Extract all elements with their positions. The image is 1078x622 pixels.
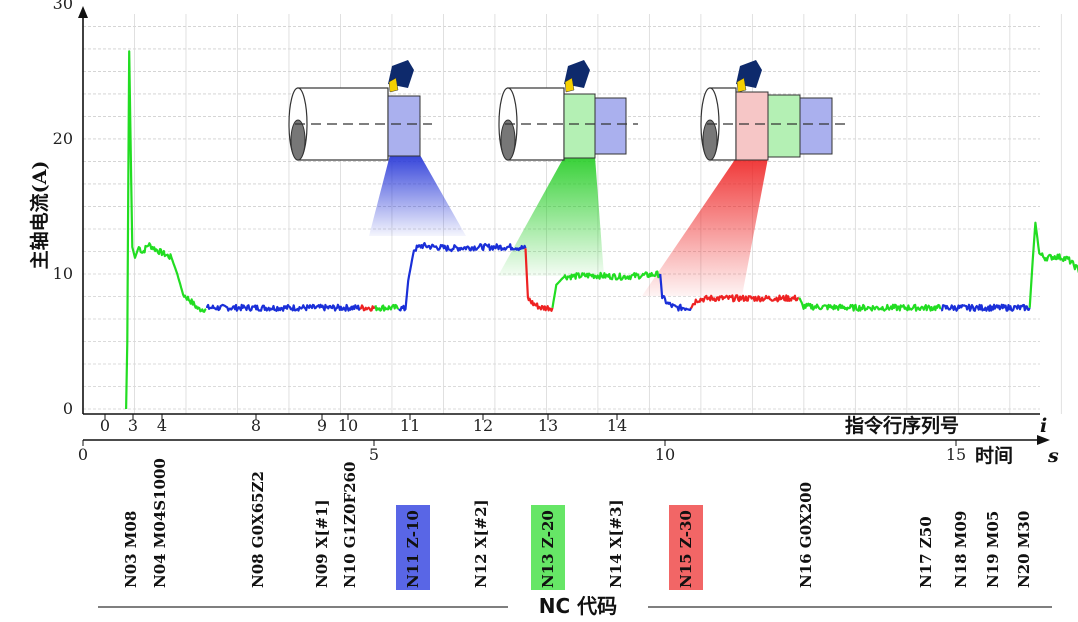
instruction-tick-label: 4 [157, 416, 167, 435]
current-series-segment [205, 303, 362, 312]
y-axis-arrow [78, 6, 88, 18]
current-series-segment [798, 297, 942, 312]
nc-highlight [396, 505, 430, 590]
current-series-segment [397, 242, 527, 312]
nc-code-item: N03 M08 [122, 511, 140, 588]
instruction-tick-label: 8 [251, 416, 261, 435]
nc-code-item: N19 M05 [984, 511, 1002, 588]
time-ticks: 0 5 10 15 [78, 440, 966, 464]
nc-code-item: N17 Z50 [917, 516, 935, 588]
nc-code-item: N20 M30 [1015, 511, 1033, 588]
current-series-segment [1028, 221, 1078, 308]
instruction-axis-label: 指令行序列号 [845, 414, 959, 437]
nc-highlight [531, 505, 565, 590]
instruction-tick-label: 0 [100, 416, 110, 435]
current-series-segment [359, 304, 376, 312]
time-axis-arrow [1037, 435, 1050, 445]
instruction-ticks: 0 3 4 8 9 10 11 12 13 14 [100, 414, 627, 435]
current-series-segment [690, 294, 799, 309]
instruction-tick-label: 9 [317, 416, 327, 435]
time-axis-symbol: s [1047, 445, 1059, 467]
current-series-segment [940, 303, 1031, 312]
nc-code-item: N08 G0X65Z2 [249, 471, 267, 588]
current-series-segment [659, 273, 693, 312]
nc-code-item: N14 X[#3] [607, 499, 625, 588]
current-series-segment [374, 303, 400, 312]
time-tick-label: 0 [78, 445, 88, 464]
workpiece-inset-z20 [498, 60, 638, 161]
beam-z20 [498, 157, 604, 276]
current-series [125, 50, 1078, 410]
nc-code-item: N16 G0X200 [797, 482, 815, 588]
instruction-tick-label: 10 [338, 416, 358, 435]
current-series-segment [524, 248, 554, 312]
y-ticks: 0 10 20 30 [53, 0, 73, 418]
instruction-tick-label: 12 [473, 416, 493, 435]
beam-z10 [369, 155, 466, 236]
nc-code-item: N04 M04S1000 [151, 458, 169, 588]
y-tick-label: 0 [63, 399, 73, 418]
current-series-segment [125, 50, 207, 410]
workpiece-inset-z30 [700, 60, 846, 161]
instruction-tick-label: 13 [538, 416, 558, 435]
nc-code-item: N15 Z-30 [677, 510, 695, 588]
time-axis-label: 时间 [975, 445, 1013, 467]
y-tick-label: 20 [53, 129, 73, 148]
nc-code-item: N12 X[#2] [472, 499, 490, 588]
y-tick-label: 30 [53, 0, 73, 13]
nc-code-item: N13 Z-20 [539, 510, 557, 588]
time-tick-label: 15 [946, 445, 966, 464]
nc-code-item: N11 Z-10 [404, 510, 422, 588]
instruction-axis-symbol: i [1040, 415, 1047, 437]
nc-highlight [669, 505, 703, 590]
time-tick-label: 10 [655, 445, 675, 464]
nc-code-list: N03 M08 N04 M04S1000 N08 G0X65Z2 N09 X[#1] N… [122, 458, 1033, 590]
beam-z30 [642, 158, 768, 296]
instruction-tick-label: 11 [400, 416, 420, 435]
instruction-tick-label: 3 [128, 416, 138, 435]
current-series-segment [551, 270, 662, 308]
nc-code-item: N18 M09 [952, 511, 970, 588]
workpiece-inset-z10 [288, 60, 432, 161]
instruction-tick-label: 14 [607, 416, 627, 435]
nc-code-item: N10 G1Z0F260 [341, 462, 359, 588]
y-tick-label: 10 [53, 264, 73, 283]
time-tick-label: 5 [369, 445, 379, 464]
nc-code-title: NC 代码 [539, 594, 617, 618]
y-axis-label: 主轴电流(A) [28, 161, 51, 270]
nc-code-item: N09 X[#1] [313, 499, 331, 588]
